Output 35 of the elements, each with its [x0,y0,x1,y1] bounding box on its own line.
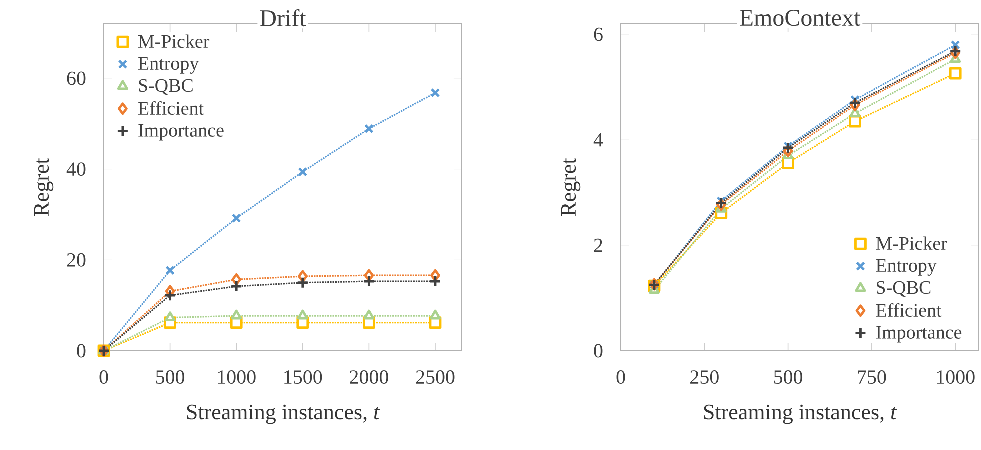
y-tick-label: 6 [594,28,603,42]
legend-label: S-QBC [876,281,931,298]
y-tick-label: 20 [67,253,86,267]
x-tick-label: 500 [156,370,185,384]
x-tick-label: 0 [616,370,626,384]
y-tick-label: 0 [77,344,86,358]
y-tick-label: 60 [67,72,86,86]
legend-label: S-QBC [139,79,193,96]
y-axis-title: Regret [561,158,581,216]
y-tick-label: 4 [594,133,604,147]
legend-label: Importance [876,326,962,343]
y-axis-title: Regret [34,158,54,216]
y-tick-label: 40 [66,162,86,176]
legend-label: Importance [138,124,224,141]
x-tick-label: 750 [858,370,886,384]
legend-label: M-Picker [138,34,210,48]
legend-label: Entropy [138,57,200,74]
x-tick-label: 500 [774,370,803,384]
x-axis-title: Streaming instances, t [187,404,380,424]
x-tick-label: 2000 [350,370,388,384]
x-tick-label: 1000 [218,370,256,384]
legend-label: M-Picker [876,236,948,250]
chart-title: EmoContext [740,10,861,26]
legend-label: Entropy [876,259,937,276]
chart-title: Drift [260,9,306,27]
x-tick-label: 0 [100,370,108,384]
x-tick-label: 1500 [284,370,322,384]
x-tick-label: 2500 [416,370,455,384]
x-axis-title: Streaming instances, t [704,404,898,424]
y-tick-label: 2 [594,238,602,252]
y-tick-label: 0 [594,344,603,358]
legend-label: Efficient [138,101,204,116]
x-tick-label: 250 [690,370,719,384]
legend-label: Efficient [876,303,942,318]
x-tick-label: 1000 [937,370,975,384]
